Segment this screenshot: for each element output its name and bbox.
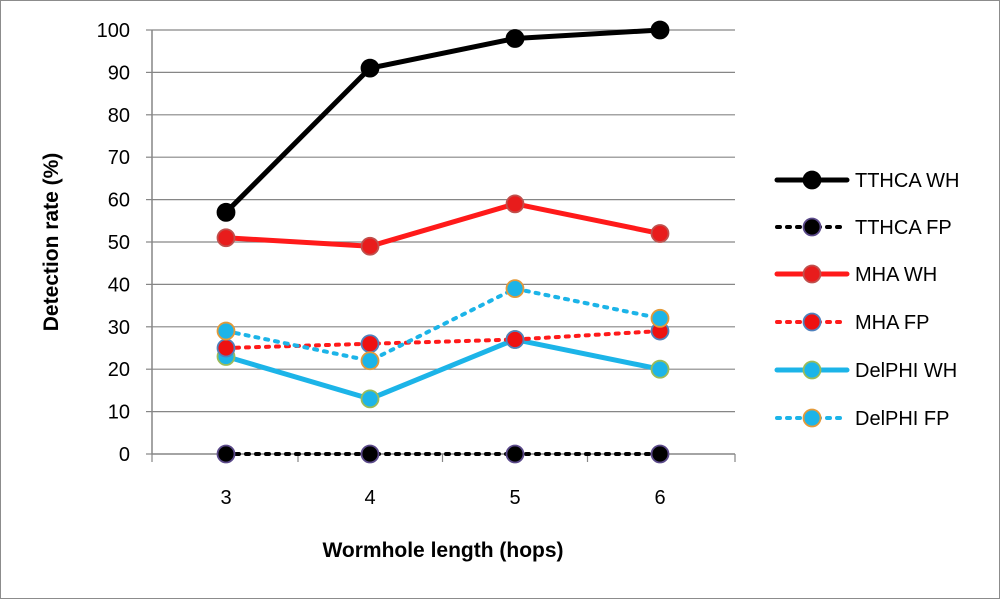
data-point (216, 444, 236, 464)
series-line (224, 286, 662, 363)
data-point (360, 236, 380, 256)
gridlines (152, 29, 735, 413)
legend-marker (802, 264, 822, 284)
legend-item: DelPHI FP (775, 408, 949, 430)
legend-marker (802, 408, 822, 428)
y-tick-label: 40 (108, 274, 130, 296)
legend-label: TTHCA FP (855, 217, 952, 239)
data-point (505, 29, 525, 48)
legend-label: DelPHI FP (855, 408, 949, 430)
y-tick-label: 30 (108, 317, 130, 339)
series-delphi-fp (216, 279, 670, 371)
y-tick-label: 10 (108, 402, 130, 424)
data-point (650, 444, 670, 464)
data-point (505, 444, 525, 464)
legend: TTHCA WH TTHCA FP MHA WH MHA FP DelPHI WH Del… (774, 170, 959, 430)
data-point (360, 444, 380, 464)
legend-item: MHA WH (774, 264, 937, 286)
data-point (216, 228, 236, 248)
legend-label: MHA FP (855, 312, 929, 334)
legend-item: MHA FP (775, 312, 929, 334)
y-tick-label: 90 (108, 62, 130, 84)
data-point (216, 321, 236, 341)
legend-item: TTHCA FP (775, 217, 952, 239)
data-point (650, 20, 670, 40)
y-tick-label: 50 (108, 232, 130, 254)
data-point (360, 351, 380, 371)
data-point (650, 359, 670, 379)
x-tick-labels: 3 4 5 6 (151, 454, 736, 509)
series-layer (216, 20, 670, 464)
x-tick-label: 3 (220, 487, 231, 509)
series-line (223, 337, 663, 402)
data-point (360, 334, 380, 354)
series-line (223, 201, 663, 249)
data-point (360, 58, 380, 78)
legend-label: DelPHI WH (855, 360, 957, 382)
x-tick-label: 5 (509, 487, 520, 509)
x-tick-label: 4 (364, 487, 375, 509)
data-point (505, 330, 525, 349)
series-tthca-fp (216, 444, 670, 464)
y-tick-label: 80 (108, 105, 130, 127)
legend-item: DelPHI WH (774, 360, 957, 382)
x-tick-label: 6 (654, 487, 665, 509)
legend-marker (802, 360, 822, 380)
series-tthca-wh (216, 20, 670, 222)
y-tick-label: 20 (108, 359, 130, 381)
legend-marker (802, 312, 822, 332)
data-point (360, 389, 380, 409)
x-axis-title: Wormhole length (hops) (322, 539, 563, 562)
y-axis-title: Detection rate (%) (40, 153, 63, 332)
data-point (216, 338, 236, 358)
y-tick-label: 100 (97, 20, 130, 42)
y-tick-label: 70 (108, 147, 130, 169)
legend-label: TTHCA WH (855, 170, 959, 192)
data-point (505, 194, 525, 214)
series-mha-wh (216, 194, 670, 256)
data-point (650, 224, 670, 243)
series-mha-fp (216, 321, 670, 358)
y-tick-labels: 0 10 20 30 40 50 60 70 80 90 100 (97, 20, 152, 466)
data-point (650, 308, 670, 328)
series-line (223, 27, 663, 215)
y-tick-label: 60 (108, 190, 130, 212)
data-point (216, 202, 236, 222)
y-tick-label: 0 (119, 444, 130, 466)
legend-marker (802, 170, 822, 190)
legend-item: TTHCA WH (774, 170, 959, 192)
series-line (224, 329, 662, 350)
legend-marker (802, 217, 822, 237)
data-point (505, 279, 525, 299)
legend-label: MHA WH (855, 264, 937, 286)
